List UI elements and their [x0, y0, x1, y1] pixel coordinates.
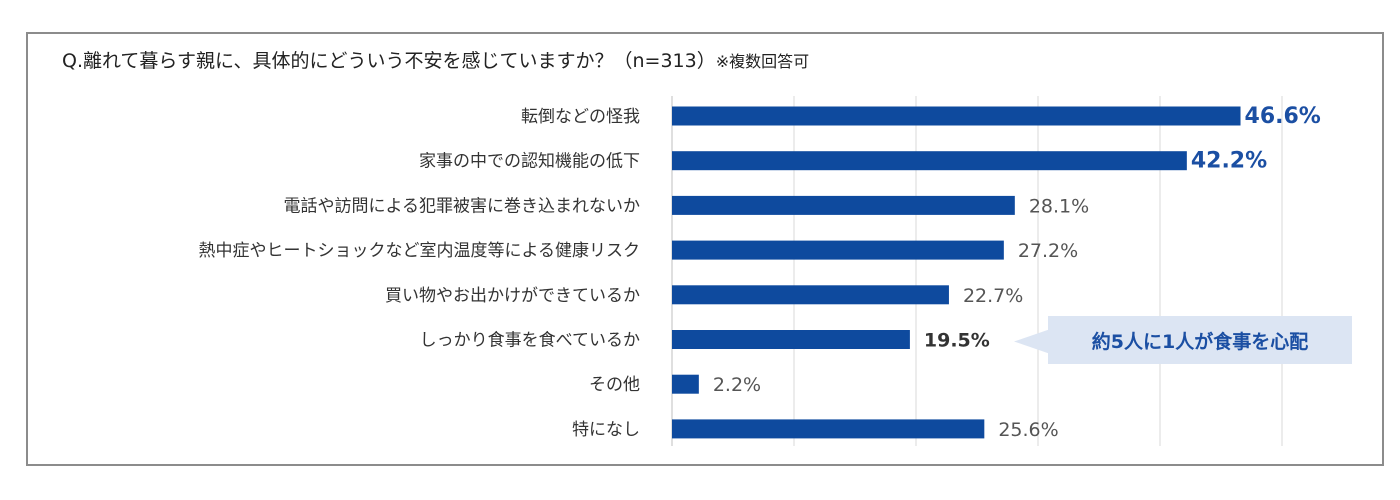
value-label: 22.7%: [963, 285, 1023, 307]
bar: [672, 330, 910, 349]
category-label: 転倒などの怪我: [521, 107, 640, 127]
category-label: 買い物やお出かけができているか: [385, 286, 640, 306]
bar: [672, 106, 1241, 126]
callout-box: 約5人に1人が食事を心配: [1048, 316, 1352, 364]
question-text: Q.離れて暮らす親に、具体的にどういう不安を感じていますか？（n=313）: [62, 50, 716, 72]
category-label: 特になし: [572, 420, 640, 440]
category-label: 家事の中での認知機能の低下: [419, 152, 640, 172]
value-label: 27.2%: [1018, 240, 1078, 262]
bar: [672, 240, 1004, 260]
value-label: 2.2%: [713, 374, 761, 396]
value-label: 46.6%: [1245, 104, 1321, 129]
value-label: 19.5%: [924, 330, 990, 352]
category-label: その他: [589, 375, 640, 395]
value-label: 42.2%: [1191, 149, 1267, 174]
bar: [672, 419, 985, 439]
value-label: 25.6%: [998, 419, 1058, 441]
multiple-answers-note: ※複数回答可: [715, 52, 810, 71]
bar: [672, 374, 699, 394]
callout-pointer: [1014, 329, 1049, 354]
callout-text: 約5人に1人が食事を心配: [1091, 330, 1309, 353]
chart-title: Q.離れて暮らす親に、具体的にどういう不安を感じていますか？（n=313）※複数…: [62, 46, 809, 73]
category-label: 電話や訪問による犯罪被害に巻き込まれないか: [284, 196, 641, 216]
bar: [672, 151, 1187, 171]
bar: [672, 195, 1015, 215]
value-label: 28.1%: [1029, 195, 1089, 217]
category-label: 熱中症やヒートショックなど室内温度等による健康リスク: [199, 241, 641, 261]
category-label: しっかり食事を食べているか: [420, 331, 640, 351]
bar: [672, 285, 949, 305]
